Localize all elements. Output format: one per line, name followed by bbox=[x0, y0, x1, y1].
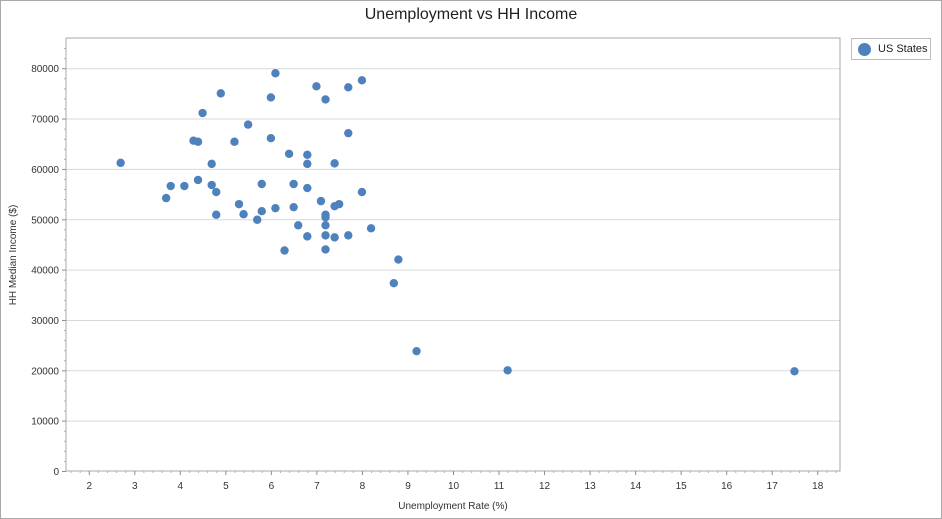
data-point bbox=[193, 175, 203, 185]
data-point bbox=[303, 159, 312, 169]
legend: US States bbox=[851, 38, 931, 60]
data-point bbox=[334, 199, 344, 209]
x-tick-label: 12 bbox=[539, 481, 551, 492]
x-tick-label: 2 bbox=[86, 481, 92, 492]
data-point bbox=[366, 224, 376, 233]
data-point bbox=[344, 83, 353, 92]
data-point bbox=[321, 231, 330, 240]
x-tick-label: 11 bbox=[494, 481, 505, 492]
data-point bbox=[316, 196, 326, 206]
x-axis-title: Unemployment Rate (%) bbox=[398, 501, 507, 512]
data-point bbox=[180, 181, 189, 191]
data-point bbox=[294, 221, 303, 230]
data-points bbox=[116, 69, 799, 376]
data-point bbox=[330, 233, 339, 242]
x-tick-label: 18 bbox=[812, 481, 824, 492]
y-tick-label: 30000 bbox=[31, 316, 59, 327]
data-point bbox=[207, 180, 216, 190]
y-tick-label: 80000 bbox=[31, 64, 59, 75]
data-point bbox=[198, 108, 207, 118]
legend-label: US States bbox=[878, 43, 928, 55]
data-point bbox=[321, 221, 330, 230]
data-point bbox=[289, 179, 298, 189]
x-tick-label: 3 bbox=[132, 481, 138, 492]
data-point bbox=[271, 203, 280, 213]
data-point bbox=[257, 179, 266, 189]
legend-marker-icon bbox=[858, 42, 871, 56]
x-tick-label: 17 bbox=[767, 481, 779, 492]
data-point bbox=[230, 137, 239, 146]
data-point bbox=[207, 159, 216, 169]
x-tick-label: 7 bbox=[314, 481, 320, 492]
data-point bbox=[193, 137, 203, 146]
x-tick-label: 16 bbox=[721, 481, 733, 492]
data-point bbox=[212, 210, 221, 219]
x-tick-label: 4 bbox=[178, 481, 184, 492]
x-tick-label: 9 bbox=[405, 481, 411, 492]
x-tick-label: 10 bbox=[448, 481, 460, 492]
data-point bbox=[503, 366, 512, 375]
data-point bbox=[216, 89, 225, 98]
data-point bbox=[312, 82, 321, 91]
data-point bbox=[321, 95, 330, 104]
data-point bbox=[166, 181, 175, 191]
y-axis-title: HH Median Income ($) bbox=[8, 205, 19, 306]
data-point bbox=[243, 120, 253, 129]
data-point bbox=[280, 246, 289, 255]
data-point bbox=[212, 187, 221, 197]
data-point bbox=[161, 193, 171, 203]
data-point bbox=[303, 232, 312, 241]
data-point bbox=[357, 76, 367, 85]
x-tick-label: 15 bbox=[676, 481, 688, 492]
data-point bbox=[266, 93, 276, 102]
x-tick-label: 8 bbox=[360, 481, 366, 492]
x-tick-label: 5 bbox=[223, 481, 229, 492]
data-point bbox=[239, 210, 248, 219]
y-tick-label: 60000 bbox=[31, 165, 59, 176]
x-tick-label: 14 bbox=[630, 481, 642, 492]
data-point bbox=[321, 213, 330, 222]
data-point bbox=[344, 128, 353, 138]
data-point bbox=[289, 202, 298, 212]
data-point bbox=[253, 215, 262, 224]
axes: 0 10000 20000 30000 40000 50000 60000 70000 8000… bbox=[31, 48, 837, 492]
data-point bbox=[412, 346, 421, 356]
y-tick-label: 40000 bbox=[31, 266, 59, 277]
data-point bbox=[303, 150, 312, 160]
data-point bbox=[284, 149, 294, 159]
x-tick-label: 6 bbox=[269, 481, 275, 492]
data-point bbox=[271, 69, 280, 78]
y-tick-label: 0 bbox=[53, 467, 59, 478]
data-point bbox=[116, 158, 125, 168]
data-point bbox=[394, 255, 403, 264]
y-tick-label: 10000 bbox=[31, 417, 59, 428]
x-tick-label: 13 bbox=[585, 481, 597, 492]
y-tick-label: 20000 bbox=[31, 366, 59, 377]
data-point bbox=[344, 231, 353, 240]
grid-lines bbox=[66, 68, 840, 422]
data-point bbox=[303, 183, 312, 193]
chart-title: Unemployment vs HH Income bbox=[364, 6, 578, 23]
data-point bbox=[234, 199, 244, 209]
data-point bbox=[357, 187, 367, 197]
data-point bbox=[321, 245, 330, 254]
data-point bbox=[790, 367, 799, 376]
y-tick-label: 70000 bbox=[31, 115, 59, 126]
plot-area bbox=[65, 37, 841, 472]
y-tick-label: 50000 bbox=[31, 215, 59, 226]
data-point bbox=[330, 159, 339, 168]
data-point bbox=[389, 278, 399, 288]
data-point bbox=[257, 207, 266, 216]
data-point bbox=[266, 133, 276, 143]
